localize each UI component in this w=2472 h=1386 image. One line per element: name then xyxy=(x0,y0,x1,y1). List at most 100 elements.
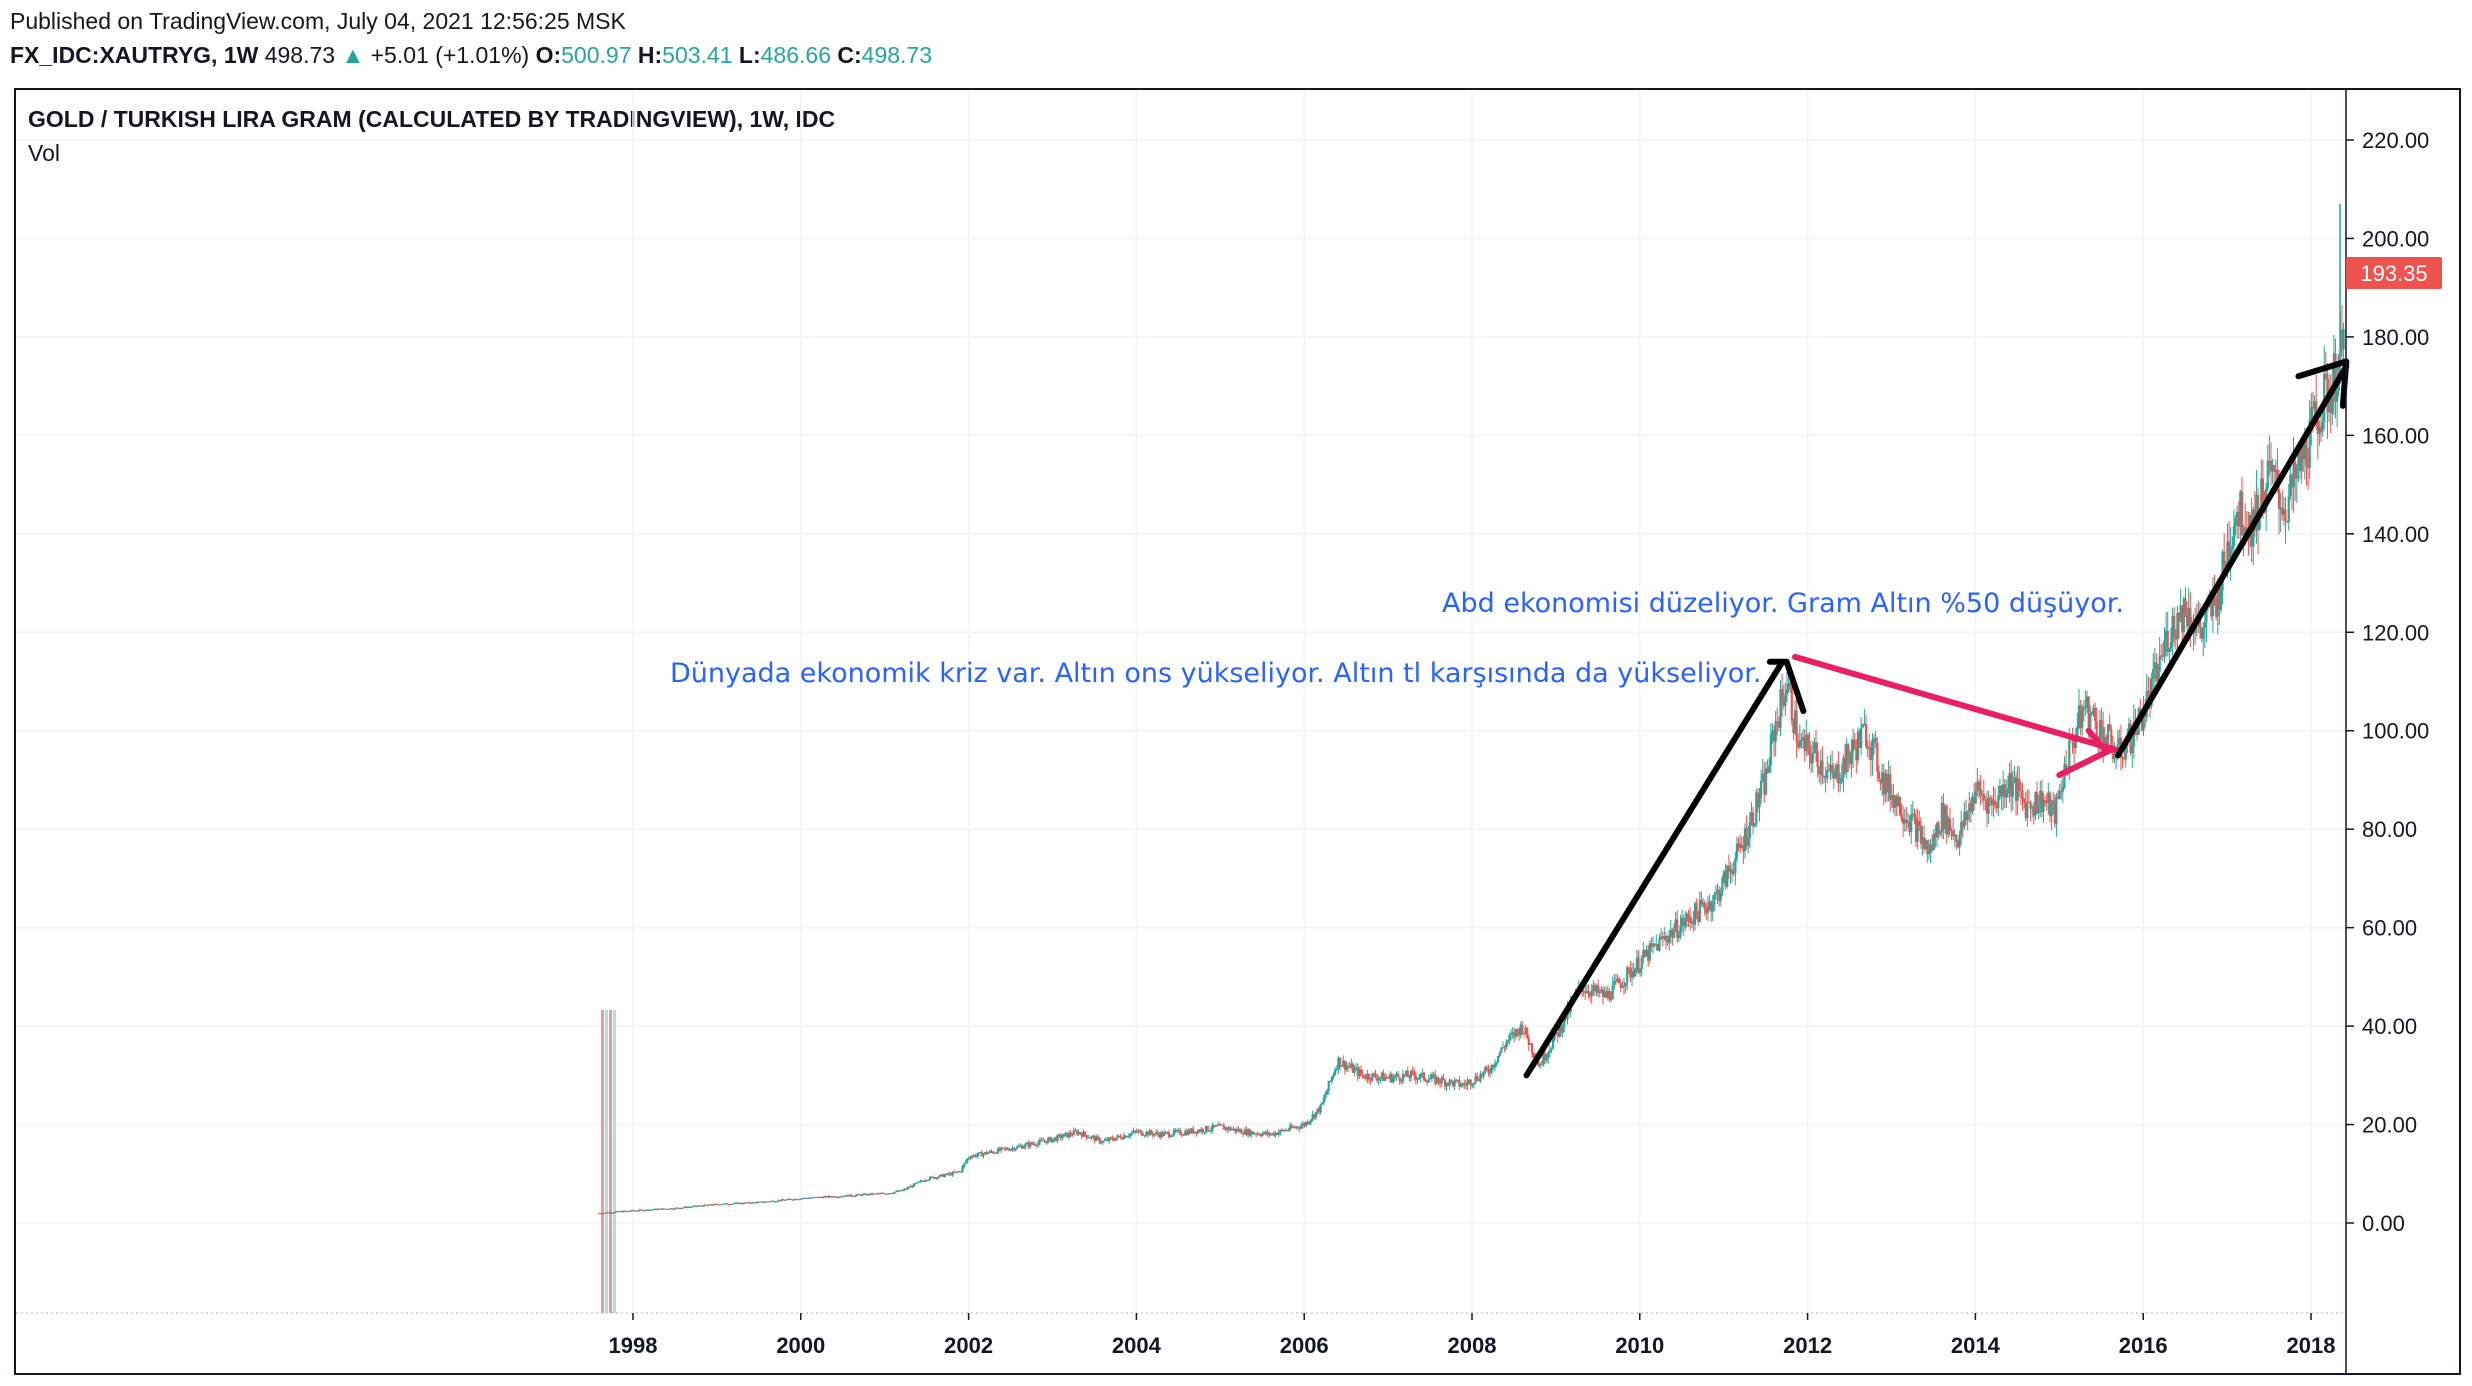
candle-body xyxy=(1600,989,1603,992)
candle-body xyxy=(2037,806,2040,814)
symbol-label[interactable]: FX_IDC:XAUTRYG, 1W xyxy=(10,42,259,68)
candle-body xyxy=(2081,710,2084,729)
candle-body xyxy=(1947,818,1950,835)
candle-body xyxy=(1014,1148,1017,1151)
candle-body xyxy=(1687,913,1690,918)
candle-body xyxy=(1680,917,1684,926)
candle-body xyxy=(1488,1072,1492,1074)
candle-body xyxy=(677,1207,680,1209)
candle-body xyxy=(1195,1131,1198,1134)
candle-body xyxy=(1976,781,1979,792)
candle-body xyxy=(2008,773,2011,789)
candle-body xyxy=(1645,949,1648,957)
candle-body xyxy=(1824,775,1827,779)
candle-body xyxy=(2237,511,2240,527)
candle-body xyxy=(2169,642,2173,649)
candle-body xyxy=(1635,957,1638,969)
candle-body xyxy=(1171,1135,1174,1137)
candle-body xyxy=(1926,840,1929,855)
candle-body xyxy=(848,1194,851,1197)
candle-body xyxy=(787,1198,790,1200)
candle-body xyxy=(904,1188,908,1190)
volume-bar xyxy=(613,1010,616,1313)
candle-body xyxy=(1217,1124,1221,1126)
candle-body xyxy=(1447,1083,1450,1086)
candle-body xyxy=(1211,1124,1214,1130)
volume-bars xyxy=(601,1010,616,1313)
candle-body xyxy=(1966,811,1969,820)
candle-body xyxy=(1213,1124,1216,1127)
candle-body xyxy=(674,1207,677,1210)
candle-body xyxy=(745,1202,748,1204)
candle-body xyxy=(1651,943,1655,947)
candle-body xyxy=(1943,805,1947,830)
candle-body xyxy=(608,1212,611,1214)
candle-body xyxy=(1542,1053,1545,1065)
candle-body xyxy=(2336,391,2339,402)
candle-body xyxy=(2152,669,2155,680)
candle-body xyxy=(1722,871,1726,878)
candle-body xyxy=(609,1212,612,1214)
candle-body xyxy=(1356,1067,1359,1077)
candle-body xyxy=(1679,925,1682,936)
candle-body xyxy=(1035,1145,1038,1147)
candle-body xyxy=(1618,978,1621,984)
candle-body xyxy=(1413,1071,1416,1076)
candle-body xyxy=(1372,1073,1376,1075)
candle-body xyxy=(1803,737,1806,752)
candle-body xyxy=(2261,478,2265,502)
candle-body xyxy=(1342,1060,1345,1066)
candle-body xyxy=(1860,727,1863,748)
candle-body xyxy=(1201,1128,1204,1133)
candle-body xyxy=(1367,1074,1371,1080)
candle-body xyxy=(1550,1048,1553,1051)
candle-body xyxy=(1845,744,1848,773)
candle-body xyxy=(2021,790,2024,800)
candle-body xyxy=(1256,1133,1259,1135)
candle-body xyxy=(1216,1125,1219,1127)
candle-body xyxy=(1205,1126,1208,1133)
candle-body xyxy=(633,1210,637,1212)
candle-body xyxy=(1493,1064,1497,1068)
candle-body xyxy=(1272,1133,1275,1136)
candle-body xyxy=(1913,813,1916,818)
candle-body xyxy=(1384,1077,1387,1081)
candle-body xyxy=(2321,421,2324,432)
candle-body xyxy=(1960,822,1963,836)
candle-body xyxy=(975,1155,979,1157)
candle-body xyxy=(1434,1074,1437,1084)
candle-body xyxy=(1306,1121,1309,1124)
candle-body xyxy=(811,1197,814,1199)
candle-body xyxy=(2087,696,2090,728)
candle-body xyxy=(1182,1134,1185,1136)
candle-body xyxy=(1064,1132,1067,1134)
candle-body xyxy=(911,1185,914,1187)
candle-body xyxy=(1522,1032,1526,1034)
candle-body xyxy=(2210,599,2213,617)
candle-body xyxy=(2002,784,2005,797)
candle-body xyxy=(1772,730,1776,742)
candle-body xyxy=(1701,902,1705,905)
candle-body xyxy=(1379,1077,1382,1079)
candle-body xyxy=(1324,1094,1327,1098)
candle-body xyxy=(1934,833,1937,838)
candle-body xyxy=(1721,877,1724,893)
candle-body xyxy=(1338,1057,1342,1067)
candle-body xyxy=(995,1152,998,1154)
volume-label[interactable]: Vol xyxy=(28,140,60,166)
candle-body xyxy=(1918,820,1921,826)
candle-body xyxy=(1711,904,1714,912)
candle-body xyxy=(1450,1079,1453,1082)
candle-body xyxy=(1900,814,1903,818)
candle-body xyxy=(1787,683,1790,690)
candle-body xyxy=(898,1190,901,1192)
candle-body xyxy=(1225,1127,1229,1130)
candle-body xyxy=(2053,800,2056,824)
candle-body xyxy=(1924,840,1927,849)
candle-body xyxy=(1261,1133,1264,1136)
trend-arrow-down xyxy=(1792,653,2122,754)
candle-body xyxy=(890,1193,893,1195)
candle-body xyxy=(1017,1145,1021,1147)
candle-body xyxy=(2085,696,2089,708)
